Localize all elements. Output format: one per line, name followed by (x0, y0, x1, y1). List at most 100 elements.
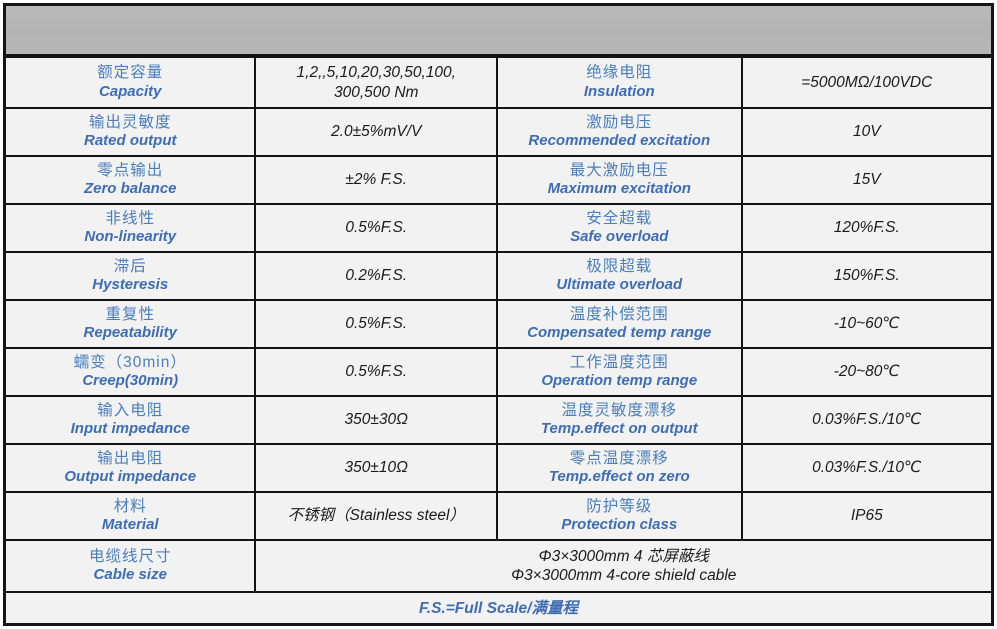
spec-value-cell: 0.03%F.S./10℃ (740, 443, 991, 491)
spec-label-cell: 电缆线尺寸 Cable size (6, 539, 255, 591)
spec-value-cell: 150%F.S. (740, 251, 991, 299)
param-value: 120%F.S. (833, 219, 900, 237)
param-en-label: Rated output (84, 132, 177, 150)
spec-value-cell: 0.03%F.S./10℃ (740, 395, 991, 443)
spec-label-cell: 蠕变（30min） Creep(30min) (6, 347, 255, 395)
param-zh-label: 激励电压 (586, 113, 653, 131)
param-en-label: Compensated temp range (527, 324, 712, 342)
param-zh-label: 零点温度漂移 (569, 449, 669, 467)
param-en-label: Maximum excitation (547, 180, 691, 198)
footer-note-cell: F.S.=Full Scale/满量程 (6, 591, 991, 620)
spec-label-cell: 额定容量 Capacity (6, 56, 255, 107)
spec-label-cell: 极限超载 Ultimate overload (496, 251, 741, 299)
param-zh-label: 最大激励电压 (569, 161, 669, 179)
spec-value-cell-cable: Φ3×3000mm 4 芯屏蔽线 Φ3×3000mm 4-core shield… (254, 539, 991, 591)
param-value: 0.5%F.S. (345, 363, 408, 381)
spec-value-cell: -10~60℃ (740, 299, 991, 347)
spec-value-cell: 1,2,,5,10,20,30,50,100, 300,500 Nm (254, 56, 496, 107)
param-zh-label: 极限超载 (586, 257, 653, 275)
param-zh-label: 额定容量 (97, 64, 164, 82)
param-value: 0.03%F.S./10℃ (812, 411, 922, 429)
param-value: Φ3×3000mm 4 芯屏蔽线 Φ3×3000mm 4-core shield… (511, 547, 737, 584)
spec-value-cell: 0.5%F.S. (254, 347, 496, 395)
param-zh-label: 安全超载 (586, 209, 653, 227)
param-value: 15V (852, 171, 881, 189)
spec-value-cell: ±2% F.S. (254, 155, 496, 203)
param-value: 不锈钢（Stainless steel） (287, 507, 465, 525)
spec-value-cell: 0.5%F.S. (254, 203, 496, 251)
param-en-label: Zero balance (83, 180, 177, 198)
param-value: -20~80℃ (833, 363, 900, 381)
spec-label-cell: 零点输出 Zero balance (6, 155, 255, 203)
spec-label-cell: 零点温度漂移 Temp.effect on zero (496, 443, 741, 491)
spec-label-cell: 激励电压 Recommended excitation (496, 107, 741, 155)
param-zh-label: 温度灵敏度漂移 (561, 401, 678, 419)
param-value: IP65 (850, 507, 883, 525)
spec-label-cell: 材料 Material (6, 491, 255, 539)
param-zh-label: 输出电阻 (97, 449, 164, 467)
spec-value-cell: =5000MΩ/100VDC (740, 56, 991, 107)
spec-label-cell: 最大激励电压 Maximum excitation (496, 155, 741, 203)
spec-value-cell: 15V (740, 155, 991, 203)
param-en-label: Input impedance (70, 420, 190, 438)
param-zh-label: 非线性 (105, 209, 155, 227)
param-zh-label: 零点输出 (97, 161, 164, 179)
param-en-label: Repeatability (83, 324, 177, 342)
spec-value-cell: 0.5%F.S. (254, 299, 496, 347)
spec-label-cell: 输入电阻 Input impedance (6, 395, 255, 443)
spec-label-cell: 重复性 Repeatability (6, 299, 255, 347)
spec-label-cell: 温度灵敏度漂移 Temp.effect on output (496, 395, 741, 443)
param-en-label: Insulation (583, 82, 655, 100)
spec-label-cell: 安全超载 Safe overload (496, 203, 741, 251)
spec-value-cell: 2.0±5%mV/V (254, 107, 496, 155)
param-zh-label: 工作温度范围 (569, 353, 669, 371)
param-zh-label: 蠕变（30min） (73, 353, 187, 371)
param-zh-label: 滞后 (113, 257, 147, 275)
param-en-label: Capacity (98, 82, 162, 100)
spec-label-cell: 非线性 Non-linearity (6, 203, 255, 251)
param-en-label: Recommended excitation (528, 132, 711, 150)
param-value: 350±10Ω (344, 459, 408, 477)
spec-label-cell: 绝缘电阻 Insulation (496, 56, 741, 107)
param-zh-label: 防护等级 (586, 497, 653, 515)
spec-label-cell: 温度补偿范围 Compensated temp range (496, 299, 741, 347)
param-en-label: Safe overload (570, 228, 669, 246)
param-en-label: Cable size (93, 566, 167, 584)
param-zh-label: 输出灵敏度 (88, 113, 172, 131)
param-value: ±2% F.S. (345, 171, 408, 189)
spec-value-cell: IP65 (740, 491, 991, 539)
param-value: 10V (852, 123, 881, 141)
param-en-label: Protection class (561, 516, 678, 534)
param-en-label: Non-linearity (84, 228, 177, 246)
param-value: -10~60℃ (833, 315, 900, 333)
param-en-label: Ultimate overload (556, 276, 683, 294)
spec-label-cell: 输出电阻 Output impedance (6, 443, 255, 491)
spec-value-cell: 不锈钢（Stainless steel） (254, 491, 496, 539)
param-zh-label: 温度补偿范围 (569, 305, 669, 323)
param-zh-label: 电缆线尺寸 (88, 547, 172, 565)
spec-value-cell: 350±10Ω (254, 443, 496, 491)
spec-value-cell: 120%F.S. (740, 203, 991, 251)
spec-value-cell: 0.2%F.S. (254, 251, 496, 299)
param-en-label: Operation temp range (541, 372, 698, 390)
param-en-label: Material (101, 516, 159, 534)
spec-table: 额定容量 Capacity 1,2,,5,10,20,30,50,100, 30… (3, 3, 994, 626)
param-value: =5000MΩ/100VDC (801, 73, 933, 91)
param-en-label: Temp.effect on output (540, 420, 698, 438)
spec-label-cell: 输出灵敏度 Rated output (6, 107, 255, 155)
param-zh-label: 材料 (113, 497, 147, 515)
spec-label-cell: 滞后 Hysteresis (6, 251, 255, 299)
spec-value-cell: -20~80℃ (740, 347, 991, 395)
param-value: 0.03%F.S./10℃ (812, 459, 922, 477)
param-en-label: Hysteresis (92, 276, 169, 294)
spec-value-cell: 10V (740, 107, 991, 155)
param-en-label: Creep(30min) (82, 372, 179, 390)
table-header-bar (6, 6, 991, 56)
param-value: 2.0±5%mV/V (331, 123, 422, 141)
param-en-label: Output impedance (64, 468, 197, 486)
param-value: 150%F.S. (833, 267, 900, 285)
spec-label-cell: 工作温度范围 Operation temp range (496, 347, 741, 395)
param-value: 1,2,,5,10,20,30,50,100, 300,500 Nm (296, 64, 456, 101)
param-value: 0.2%F.S. (345, 267, 408, 285)
